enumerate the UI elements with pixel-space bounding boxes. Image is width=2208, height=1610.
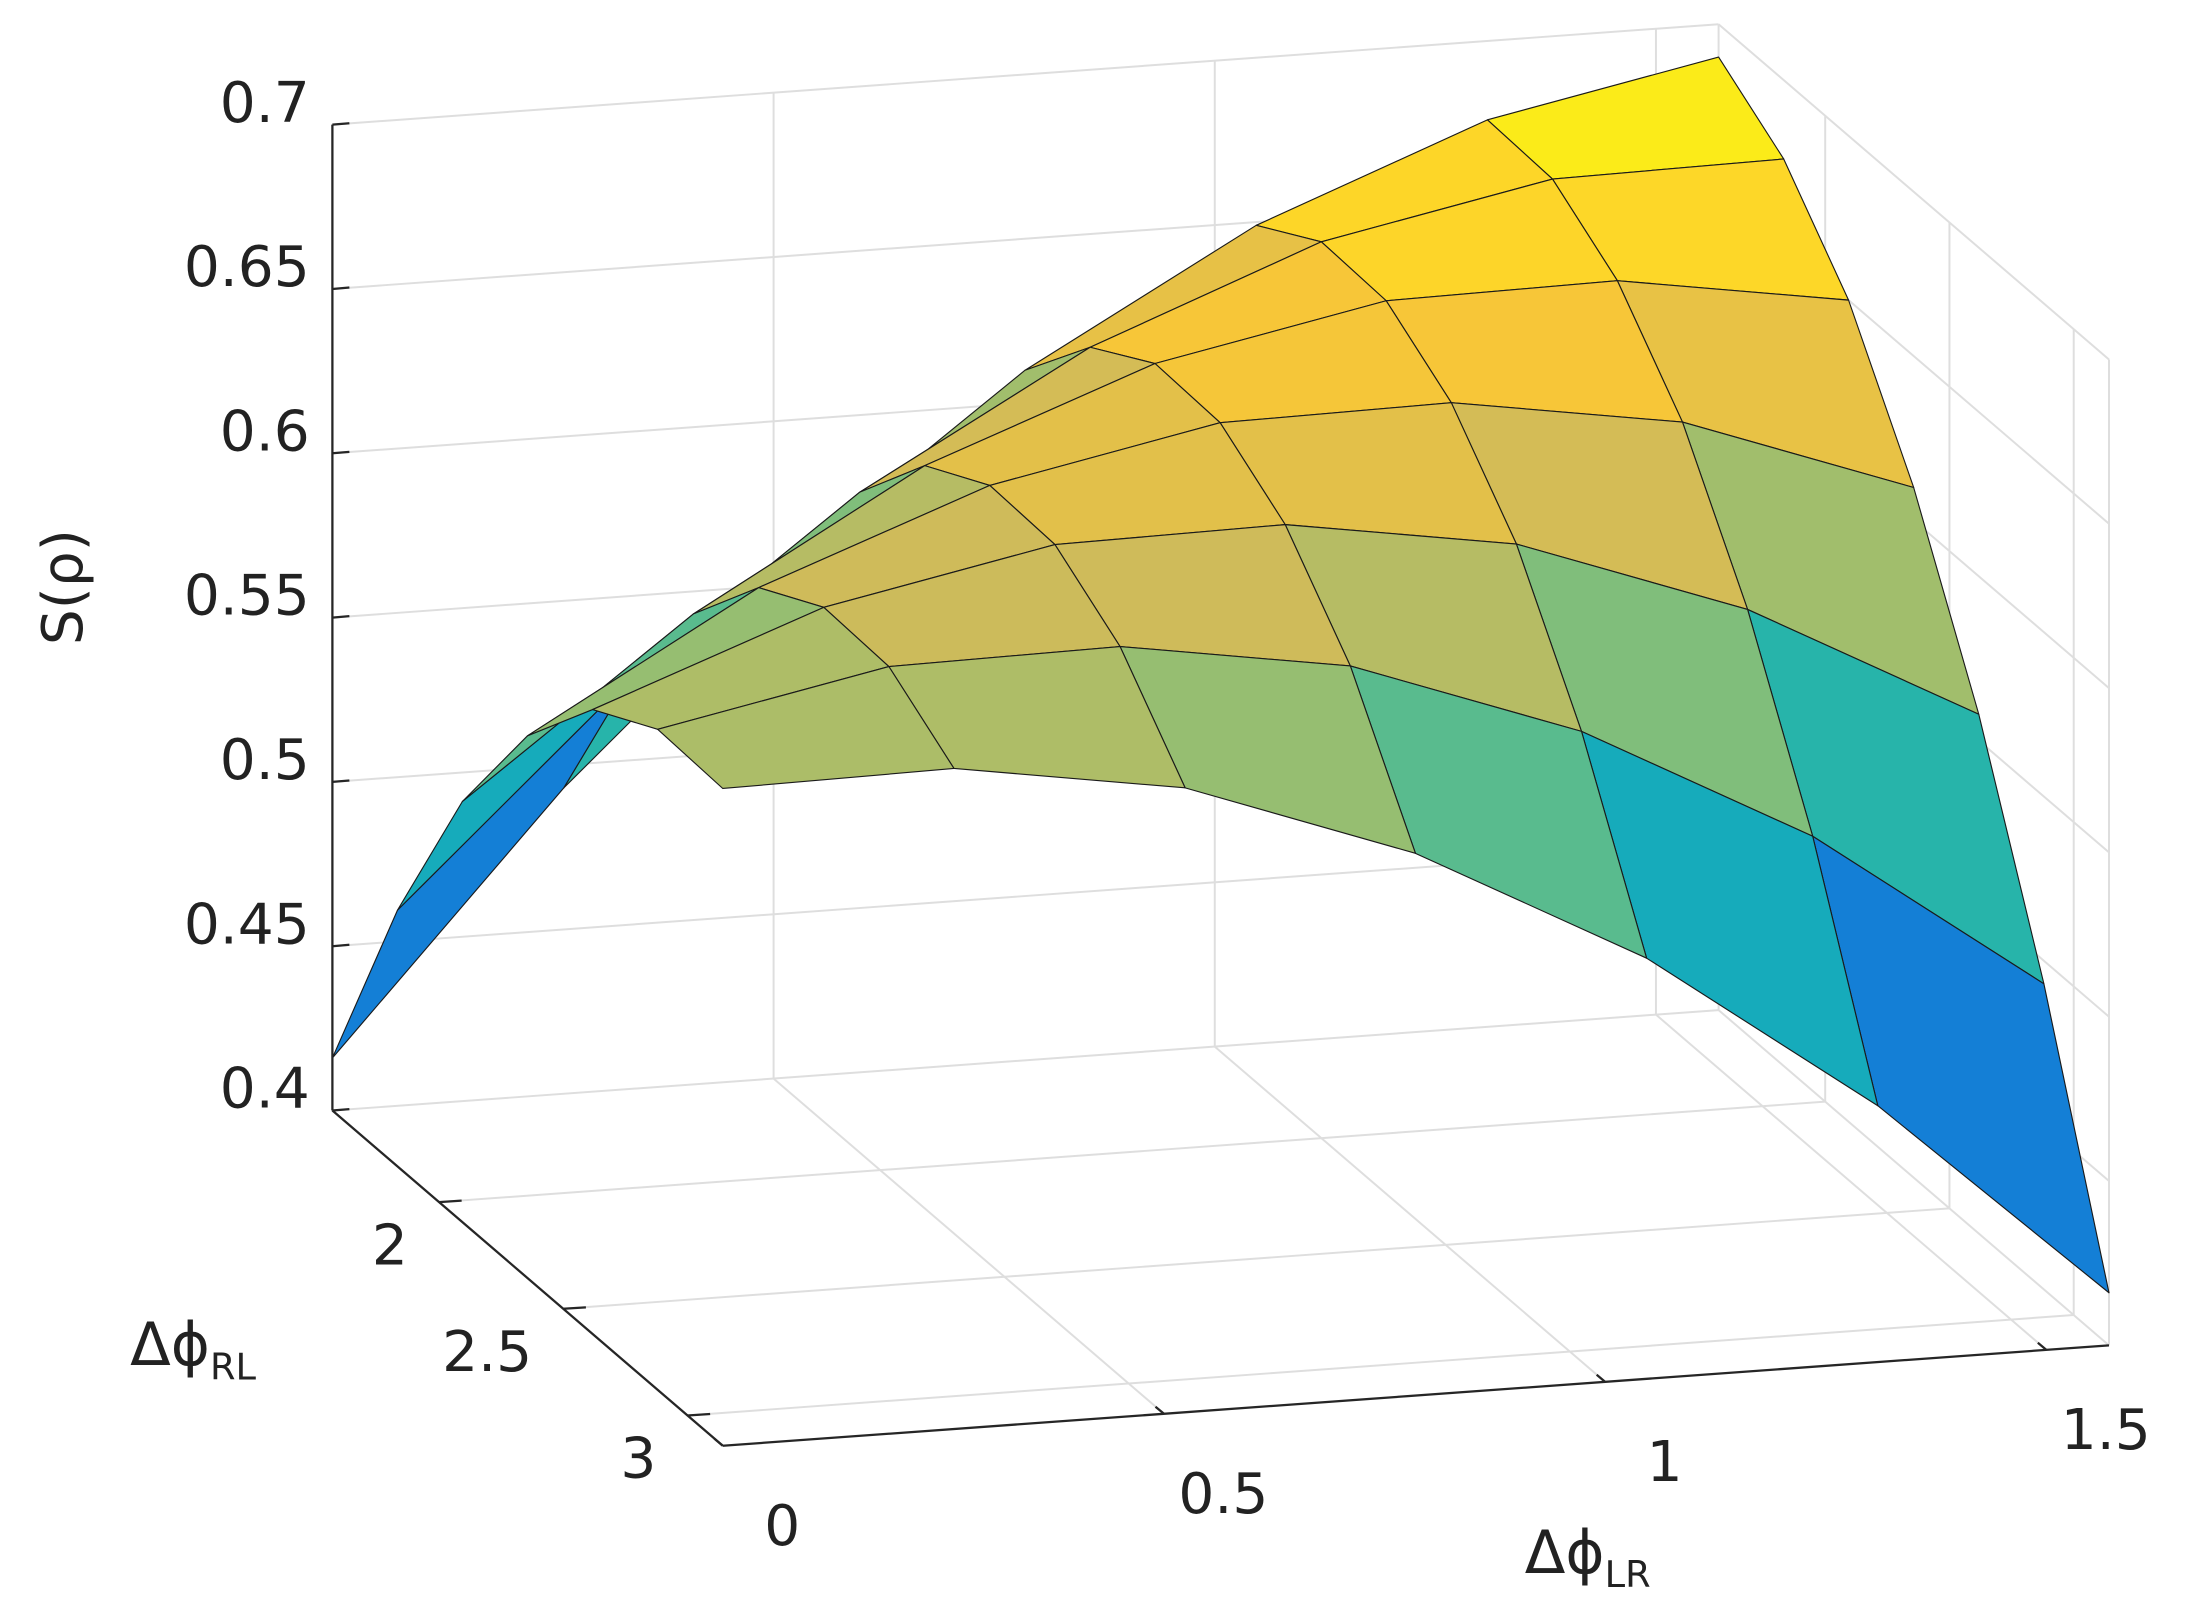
x-tick [2037,1341,2048,1351]
surface [331,56,2110,1294]
z-tick-label: 0.7 [220,70,310,136]
z-tick-label: 0.45 [184,891,310,957]
y-axis [331,1109,724,1447]
x-tick [713,1437,724,1447]
z-tick-label: 0.4 [220,1056,310,1122]
z-tick [332,779,350,784]
z-axis-label: S(ρ) [30,529,96,645]
x-tick [1154,1405,1165,1415]
grid-line [1214,1045,1606,1383]
y-tick [563,1306,586,1310]
x-tick-label: 0 [764,1493,800,1559]
z-tick [332,122,350,126]
y-tick-label: 2 [372,1212,408,1278]
grid-line [687,1314,2074,1417]
grid-line [332,23,1719,126]
axes-layer: 0.4 0.45 0.5 0.55 0.6 0.65 0.7 0 0.5 1 1.5 2 2.5 3 [184,70,2151,1559]
z-tick [332,615,350,619]
grid-line [563,1207,1950,1310]
grid-line [1717,23,2110,361]
z-tick [332,450,350,455]
z-tick-label: 0.6 [220,398,310,464]
x-tick-label: 1 [1647,1429,1683,1495]
z-tick-label: 0.55 [184,563,310,629]
y-tick [438,1199,462,1204]
grid-line [1655,1013,2047,1351]
x-axis-label: ΔϕLR [1525,1519,1651,1596]
y-tick-label: 3 [620,1426,656,1492]
surface-patch [657,665,955,790]
x-tick [1595,1373,1606,1383]
x-label-main: Δϕ [1525,1519,1605,1588]
x-axis [722,1344,2110,1447]
y-tick-label: 2.5 [442,1319,532,1385]
surface-patch [331,679,630,1059]
grid-line [772,1077,1165,1415]
z-tick-label: 0.5 [220,727,310,793]
y-axis-label: ΔϕRL [130,1311,256,1388]
z-tick [332,1107,350,1112]
y-label-main: Δϕ [130,1311,210,1380]
x-tick-label: 1.5 [2061,1397,2151,1463]
grid-line [1717,1009,2110,1347]
z-tick [332,943,350,948]
z-tick [332,286,350,291]
x-label-sub: LR [1605,1553,1651,1596]
y-tick [687,1412,711,1417]
grid-line [438,1100,1826,1204]
grid-line [332,1009,1719,1112]
y-label-sub: RL [210,1345,257,1388]
z-tick-label: 0.65 [184,234,310,300]
x-tick-label: 0.5 [1178,1461,1268,1527]
